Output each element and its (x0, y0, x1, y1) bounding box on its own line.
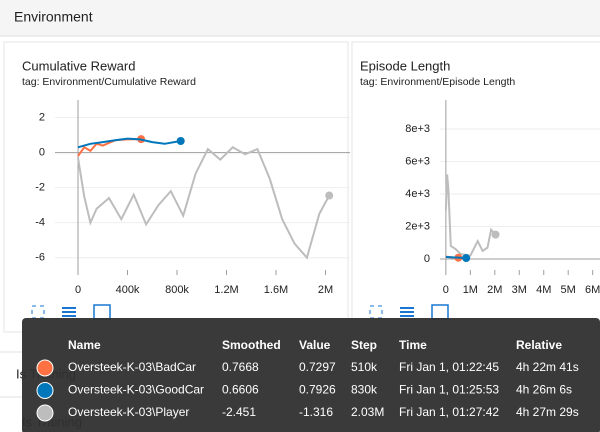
last-point (176, 136, 185, 145)
tooltip-cell: Oversteek-K-03\GoodCar (68, 383, 204, 397)
tooltip-cell: Fri Jan 1, 01:27:42 (399, 405, 499, 419)
tooltip-cell: Fri Jan 1, 01:25:53 (399, 383, 499, 397)
tooltip-header: Name (68, 338, 101, 352)
tooltip-cell: 0.7668 (222, 360, 259, 374)
tooltip-cell: Oversteek-K-03\BadCar (68, 360, 196, 374)
x-tick-label: 800k (165, 284, 189, 296)
tooltip-cell: -2.451 (222, 405, 256, 419)
tooltip-cell: 4h 22m 41s (516, 360, 579, 374)
y-tick-label: -6 (35, 252, 45, 264)
tooltip-header: Smoothed (222, 338, 281, 352)
x-tick-label: 400k (116, 284, 140, 296)
tooltip-cell: 510k (351, 360, 378, 374)
chart-card (351, 41, 600, 333)
last-point (491, 230, 500, 239)
chart-tag: tag: Environment/Cumulative Reward (22, 76, 196, 88)
tooltip-header: Step (351, 338, 377, 352)
y-tick-label: 0 (424, 253, 430, 265)
y-tick-label: 2 (39, 111, 45, 123)
y-tick-label: -4 (35, 217, 45, 229)
tooltip-cell: -1.316 (299, 405, 333, 419)
y-tick-label: 6e+3 (405, 155, 430, 167)
tooltip-cell: 0.7297 (299, 360, 336, 374)
x-tick-label: 5M (561, 284, 576, 296)
x-tick-label: 1M (463, 284, 478, 296)
y-tick-label: 2e+3 (405, 220, 430, 232)
tooltip-header: Value (299, 338, 331, 352)
series-swatch (36, 404, 54, 422)
x-tick-label: 1.2M (214, 284, 238, 296)
section-title[interactable]: Environment (14, 9, 93, 25)
x-tick-label: 2M (487, 284, 502, 296)
tooltip-cell: 4h 26m 6s (516, 383, 572, 397)
tooltip-cell: Oversteek-K-03\Player (68, 405, 189, 419)
chart-card (3, 41, 349, 333)
tooltip-cell: 0.6606 (222, 383, 259, 397)
chart-title: Cumulative Reward (22, 58, 135, 73)
chart-title: Episode Length (360, 58, 450, 73)
y-tick-label: 0 (39, 146, 45, 158)
expand-button[interactable] (369, 305, 383, 319)
tooltip-cell: 4h 27m 29s (516, 405, 579, 419)
tooltip-cell: 830k (351, 383, 378, 397)
tooltip (22, 318, 600, 432)
chart-tag: tag: Environment/Episode Length (360, 76, 515, 88)
series-swatch (36, 382, 54, 399)
tooltip-cell: Fri Jan 1, 01:22:45 (399, 360, 499, 374)
tooltip-header: Relative (516, 338, 562, 352)
y-tick-label: 8e+3 (405, 123, 430, 135)
x-tick-label: 0 (443, 284, 449, 296)
last-point (462, 254, 471, 263)
x-tick-label: 6M (585, 284, 600, 296)
x-tick-label: 0 (75, 284, 81, 296)
tooltip-header: Time (399, 338, 427, 352)
series-swatch (36, 359, 54, 377)
series-line (77, 137, 181, 149)
y-tick-label: -2 (35, 182, 45, 194)
x-tick-label: 3M (512, 284, 527, 296)
x-tick-label: 2M (318, 284, 333, 296)
tooltip-cell: 0.7926 (299, 383, 336, 397)
last-point (325, 191, 334, 200)
tooltip-cell: 2.03M (351, 405, 384, 419)
x-tick-label: 1.6M (264, 284, 288, 296)
expand-button[interactable] (31, 305, 45, 319)
series-line (77, 146, 331, 260)
header-bar (0, 0, 600, 36)
x-tick-label: 4M (536, 284, 551, 296)
y-tick-label: 4e+3 (405, 188, 430, 200)
